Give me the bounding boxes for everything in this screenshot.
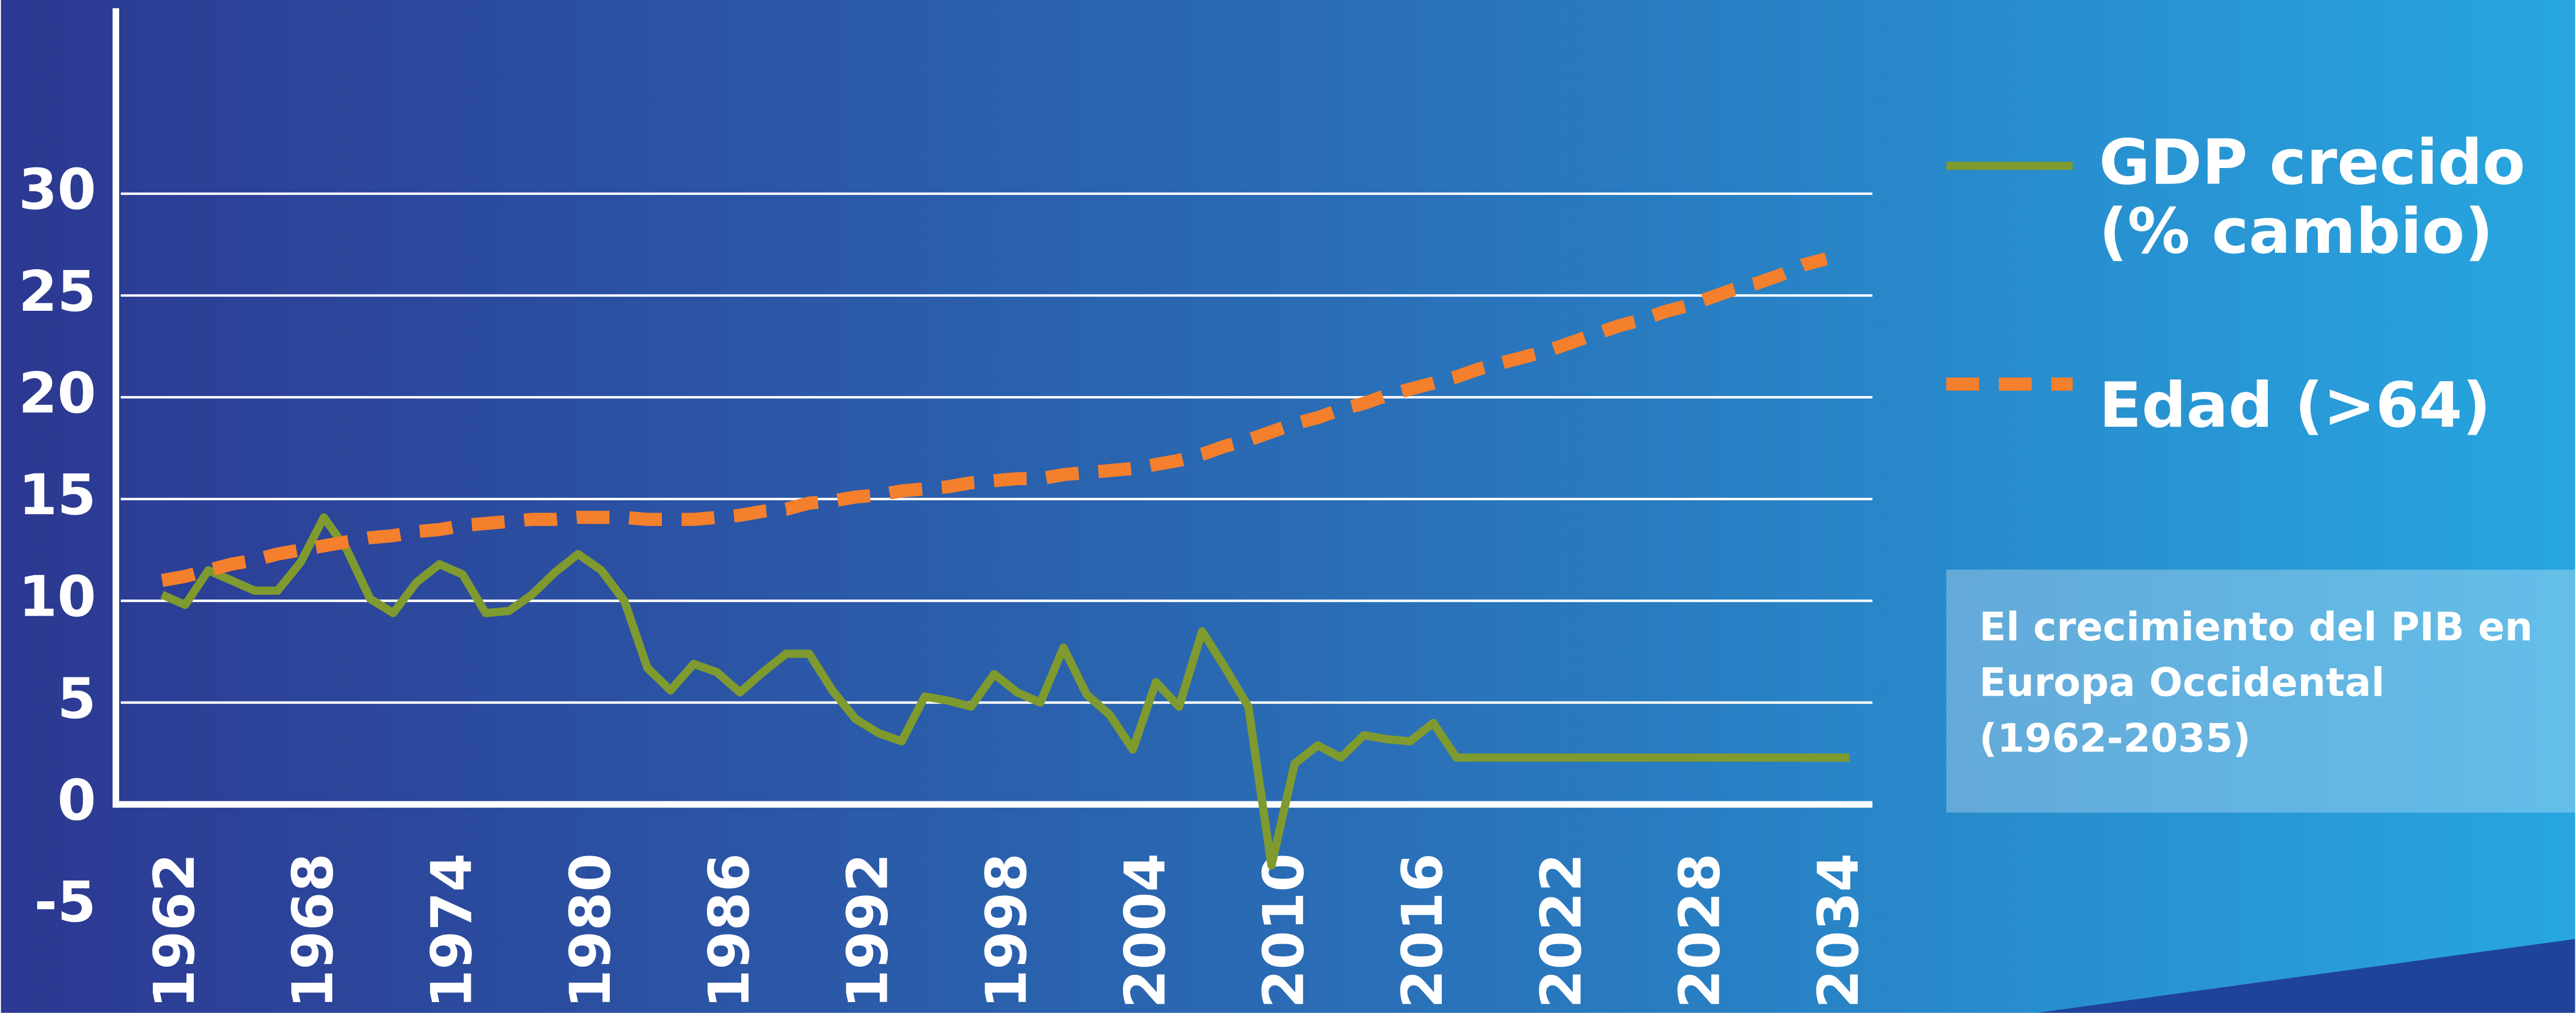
x-tick-label: 1986 [696, 853, 762, 1008]
legend-label: GDP crecido (% cambio) [2099, 128, 2526, 268]
x-tick-label: 2028 [1667, 853, 1733, 1008]
y-tick-label: 0 [57, 768, 96, 833]
annotation-box [1946, 569, 2575, 813]
y-tick-label: -5 [34, 870, 96, 935]
annotation-text: El crecimiento del PIB en Europa Occiden… [1979, 604, 2533, 762]
legend-label: Edad (>64) [2099, 371, 2491, 442]
annotation: El crecimiento del PIB en Europa Occiden… [1979, 604, 2533, 762]
x-tick-label: 1992 [835, 853, 901, 1008]
legend-entry: Edad (>64) [2099, 371, 2491, 442]
x-tick-label: 1998 [974, 853, 1039, 1008]
y-tick-label: 25 [18, 259, 96, 324]
x-tick-label: 1974 [419, 853, 485, 1008]
x-tick-label: 1968 [280, 853, 346, 1008]
y-tick-label: 10 [18, 564, 96, 630]
y-tick-label: 20 [18, 360, 96, 426]
x-tick-label: 2004 [1112, 853, 1178, 1008]
x-tick-label: 2016 [1390, 853, 1455, 1008]
x-tick-label: 2022 [1528, 853, 1594, 1008]
y-tick-label: 5 [57, 666, 96, 731]
series-line [160, 513, 1850, 870]
series-line [160, 252, 1828, 587]
legend-entry: GDP crecido (% cambio) [2099, 128, 2526, 268]
x-tick-label: 2010 [1251, 853, 1317, 1008]
x-tick-label: 2034 [1806, 853, 1871, 1008]
y-tick-label: 15 [18, 462, 96, 528]
decoration [2037, 939, 2575, 1013]
x-tick-label: 1980 [558, 853, 623, 1008]
x-tick-label: 1962 [142, 853, 207, 1008]
y-tick-label: 30 [18, 157, 96, 222]
